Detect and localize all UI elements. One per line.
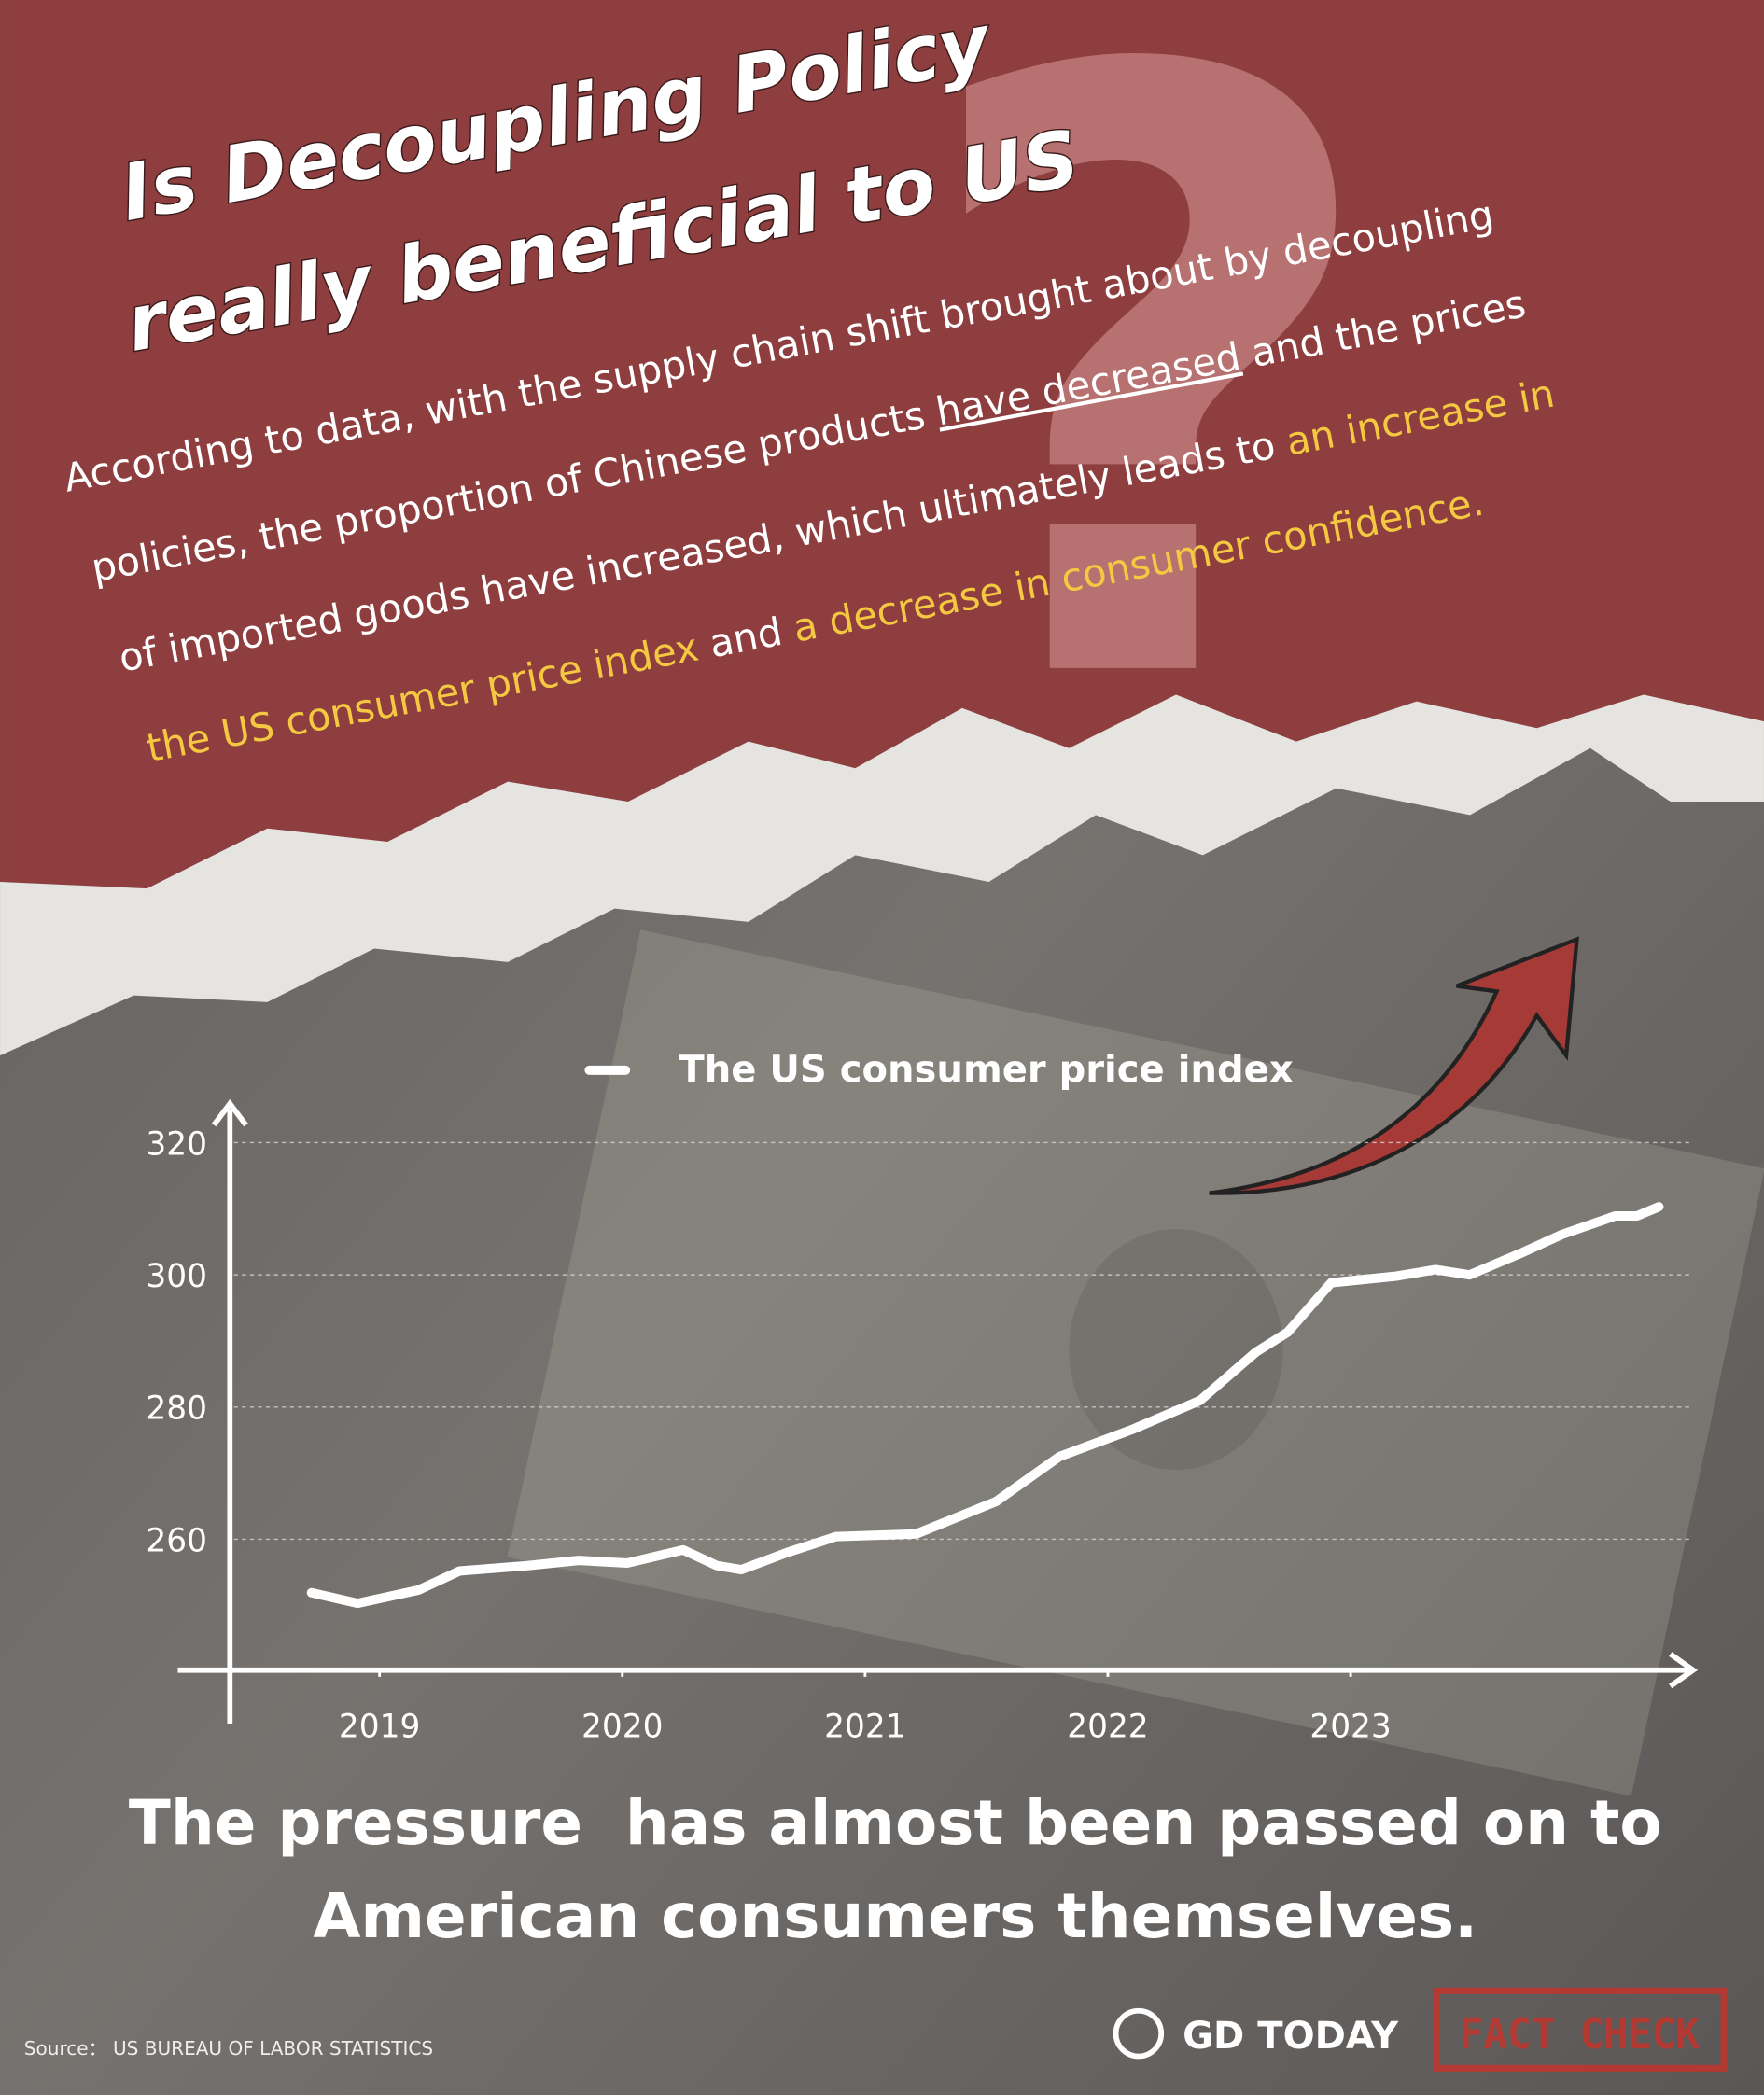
y-tick-label: 280 <box>146 1390 207 1428</box>
banknote-photo <box>507 929 1764 1796</box>
rising-arrow <box>1209 936 1579 1195</box>
brand-logo <box>1113 2007 1165 2060</box>
question-mark: ? <box>909 0 1390 864</box>
x-tick-label: 2022 <box>1067 1708 1148 1745</box>
torn-edge <box>0 694 1764 1056</box>
source: Source： US BUREAU OF LABOR STATISTICS <box>24 2037 433 2060</box>
x-tick-label: 2023 <box>1309 1708 1391 1745</box>
data-line <box>306 1202 1664 1609</box>
red-paper <box>0 0 1764 889</box>
conclusion-line: The pressure has almost been passed on t… <box>129 1787 1662 1859</box>
x-tick-label: 2021 <box>824 1708 905 1745</box>
stamp-border <box>1433 1987 1728 2072</box>
y-tick-label: 300 <box>146 1258 207 1295</box>
brand: GD TODAY <box>1183 2015 1399 2058</box>
x-tick-label: 2019 <box>339 1708 420 1745</box>
x-tick-label: 2020 <box>581 1708 663 1745</box>
y-tick-label: 320 <box>146 1125 207 1163</box>
y-axis <box>211 1098 248 1724</box>
stamp: FACT CHECK <box>1460 2008 1701 2059</box>
conclusion-line: American consumers themselves. <box>313 1880 1477 1952</box>
y-tick-label: 260 <box>146 1522 207 1559</box>
x-axis <box>177 1652 1699 1689</box>
chart: 260 280 300 320 2019 2020 2021 2022 2023 The US c… <box>146 1049 1699 1745</box>
legend-label: The US consumer price index <box>679 1049 1293 1092</box>
